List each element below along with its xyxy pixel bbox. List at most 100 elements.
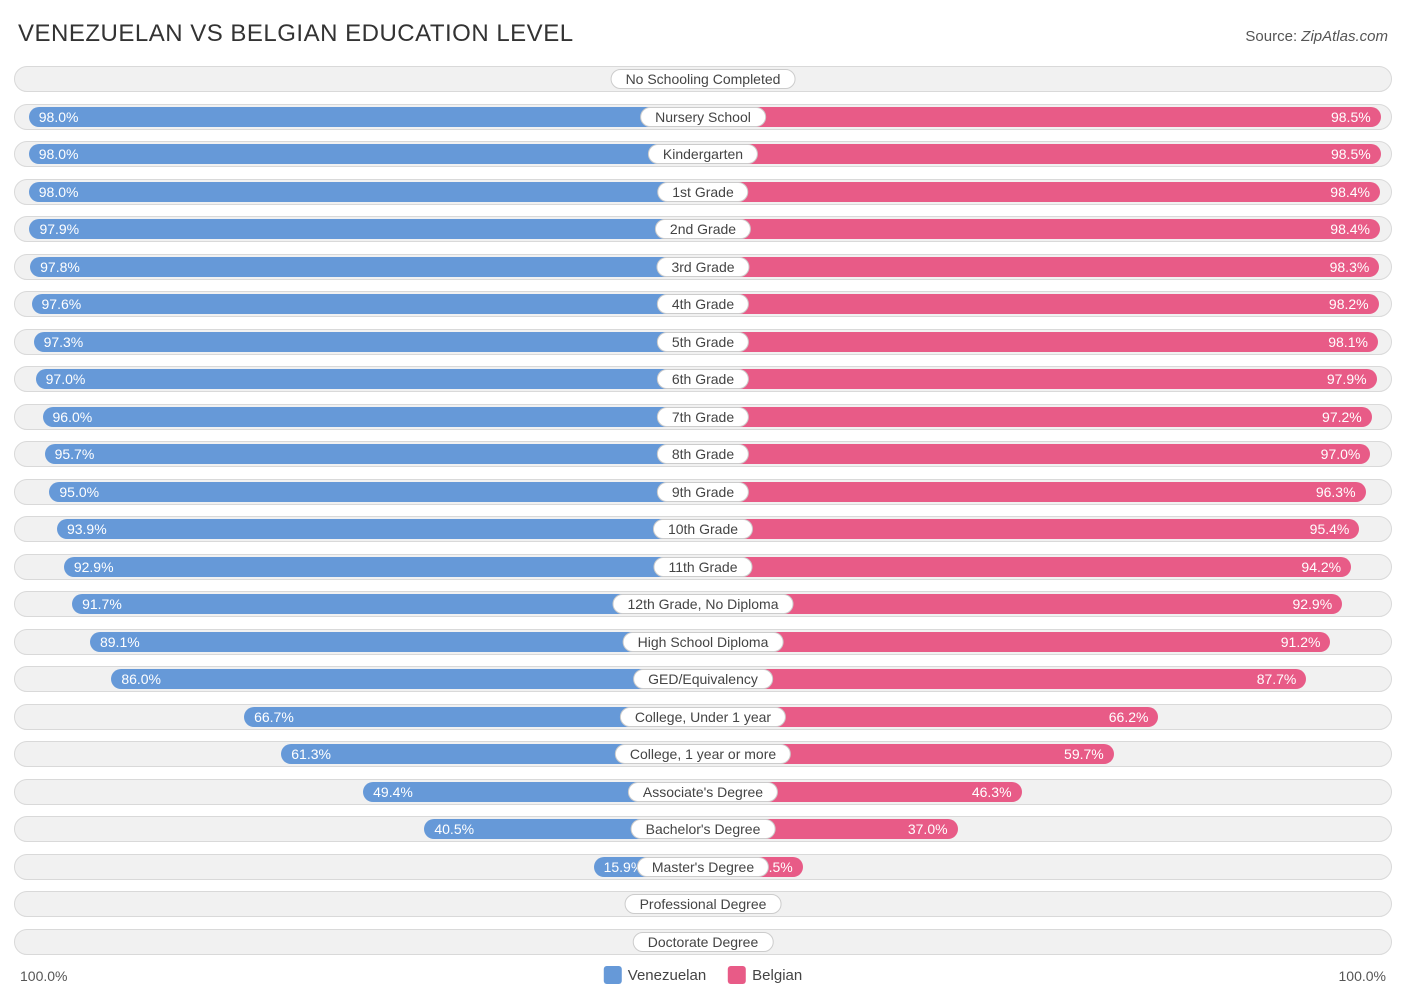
- bar-left: [64, 557, 703, 577]
- value-right: 98.5%: [1321, 105, 1381, 129]
- bar-left: [34, 332, 703, 352]
- axis-label-right: 100.0%: [1339, 968, 1386, 984]
- value-right: 95.4%: [1300, 517, 1360, 541]
- category-label: College, 1 year or more: [615, 744, 791, 764]
- value-right: 98.1%: [1318, 330, 1378, 354]
- bar-right: [703, 519, 1359, 539]
- bar-left: [45, 444, 703, 464]
- bar-left: [29, 107, 703, 127]
- legend-swatch-venezuelan: [604, 966, 622, 984]
- category-label: 8th Grade: [657, 444, 749, 464]
- category-label: 5th Grade: [657, 332, 749, 352]
- bar-row: 1.7%1.8%Doctorate Degree: [14, 929, 1392, 955]
- chart-footer: 100.0% Venezuelan Belgian 100.0%: [14, 966, 1392, 990]
- bar-row: 40.5% 37.0% Bachelor's Degree: [14, 816, 1392, 842]
- value-left: 96.0%: [43, 405, 103, 429]
- category-label: High School Diploma: [623, 632, 784, 652]
- chart-title: VENEZUELAN VS BELGIAN EDUCATION LEVEL: [18, 20, 574, 48]
- bar-right: [703, 219, 1380, 239]
- bar-left: [49, 482, 703, 502]
- value-left: 49.4%: [363, 780, 423, 804]
- bar-right: [703, 107, 1381, 127]
- value-right: 92.9%: [1282, 592, 1342, 616]
- bar-row: 97.3% 98.1% 5th Grade: [14, 329, 1392, 355]
- category-label: Bachelor's Degree: [631, 819, 776, 839]
- bar-right: [703, 594, 1342, 614]
- bar-row: 98.0%98.5%Kindergarten: [14, 141, 1392, 167]
- bar-right: [703, 407, 1372, 427]
- category-label: 3rd Grade: [656, 257, 749, 277]
- bar-row: 92.9%94.2%11th Grade: [14, 554, 1392, 580]
- bar-left: [72, 594, 703, 614]
- bar-right: [703, 482, 1366, 502]
- value-right: 91.2%: [1271, 630, 1331, 654]
- value-left: 98.0%: [29, 180, 89, 204]
- value-right: 46.3%: [962, 780, 1022, 804]
- value-left: 86.0%: [111, 667, 171, 691]
- value-right: 96.3%: [1306, 480, 1366, 504]
- value-left: 97.8%: [30, 255, 90, 279]
- legend-swatch-belgian: [728, 966, 746, 984]
- diverging-bar-chart: 2.0%1.6%No Schooling Completed 98.0% 98.5%…: [14, 66, 1392, 955]
- chart-header: VENEZUELAN VS BELGIAN EDUCATION LEVEL So…: [14, 20, 1392, 48]
- bar-row: 95.7%97.0%8th Grade: [14, 441, 1392, 467]
- category-label: College, Under 1 year: [620, 707, 786, 727]
- source-name: ZipAtlas.com: [1301, 28, 1388, 45]
- category-label: Kindergarten: [648, 144, 758, 164]
- value-right: 37.0%: [898, 817, 958, 841]
- value-left: 97.0%: [36, 367, 96, 391]
- value-right: 97.2%: [1312, 405, 1372, 429]
- bar-row: 98.0% 98.4% 1st Grade: [14, 179, 1392, 205]
- bar-row: 49.4% 46.3% Associate's Degree: [14, 779, 1392, 805]
- legend-item-belgian: Belgian: [728, 966, 802, 984]
- bar-left: [29, 219, 703, 239]
- bar-right: [703, 294, 1379, 314]
- category-label: 4th Grade: [657, 294, 749, 314]
- value-right: 98.2%: [1319, 292, 1379, 316]
- bar-row: 95.0%96.3%9th Grade: [14, 479, 1392, 505]
- value-left: 95.0%: [49, 480, 109, 504]
- value-right: 98.4%: [1320, 180, 1380, 204]
- bar-right: [703, 557, 1351, 577]
- axis-label-left: 100.0%: [20, 968, 67, 984]
- category-label: Associate's Degree: [628, 782, 778, 802]
- bar-right: [703, 144, 1381, 164]
- bar-right: [703, 257, 1379, 277]
- bar-row: 86.0%87.7%GED/Equivalency: [14, 666, 1392, 692]
- bar-left: [90, 632, 703, 652]
- value-left: 93.9%: [57, 517, 117, 541]
- category-label: 2nd Grade: [655, 219, 751, 239]
- category-label: No Schooling Completed: [611, 69, 796, 89]
- category-label: 10th Grade: [653, 519, 753, 539]
- bar-row: 97.6%98.2%4th Grade: [14, 291, 1392, 317]
- category-label: 1st Grade: [657, 182, 748, 202]
- bar-row: 15.9%14.5%Master's Degree: [14, 854, 1392, 880]
- value-left: 89.1%: [90, 630, 150, 654]
- bar-left: [30, 257, 703, 277]
- source-label: Source:: [1245, 28, 1297, 45]
- value-left: 91.7%: [72, 592, 132, 616]
- chart-source: Source: ZipAtlas.com: [1245, 28, 1388, 45]
- value-left: 97.3%: [34, 330, 94, 354]
- category-label: GED/Equivalency: [633, 669, 773, 689]
- bar-left: [29, 144, 703, 164]
- value-left: 92.9%: [64, 555, 124, 579]
- bar-row: 97.8%98.3%3rd Grade: [14, 254, 1392, 280]
- bar-row: 2.0%1.6%No Schooling Completed: [14, 66, 1392, 92]
- bar-row: 4.9%4.3%Professional Degree: [14, 891, 1392, 917]
- bar-right: [703, 182, 1380, 202]
- category-label: 11th Grade: [653, 557, 752, 577]
- legend-label-venezuelan: Venezuelan: [628, 967, 706, 984]
- category-label: 6th Grade: [657, 369, 749, 389]
- bar-row: 96.0%97.2%7th Grade: [14, 404, 1392, 430]
- bar-left: [32, 294, 703, 314]
- value-left: 40.5%: [424, 817, 484, 841]
- bar-left: [29, 182, 703, 202]
- value-right: 98.5%: [1321, 142, 1381, 166]
- value-right: 98.4%: [1320, 217, 1380, 241]
- category-label: Nursery School: [640, 107, 766, 127]
- legend-label-belgian: Belgian: [752, 967, 802, 984]
- category-label: 12th Grade, No Diploma: [613, 594, 794, 614]
- bar-left: [43, 407, 703, 427]
- bar-row: 91.7% 92.9% 12th Grade, No Diploma: [14, 591, 1392, 617]
